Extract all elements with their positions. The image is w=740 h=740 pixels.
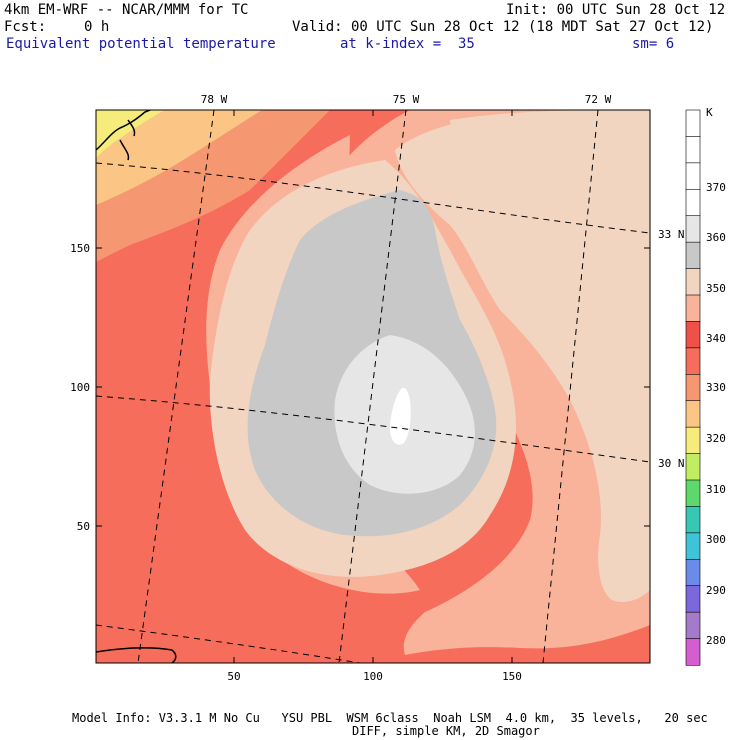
colorbar-bin — [685, 400, 701, 428]
lat-label-30n: 30 N — [658, 457, 685, 470]
colorbar-bin — [685, 347, 701, 375]
colorbar-bin — [685, 532, 701, 560]
lat-label-33n: 33 N — [658, 228, 685, 241]
lon-label-78w: 78 W — [201, 93, 228, 106]
colorbar-bin — [685, 506, 701, 534]
colorbar-bin — [685, 294, 701, 323]
colorbar-label-280: 280 — [706, 634, 726, 647]
colorbar-bin — [685, 215, 701, 243]
x-tick-50: 50 — [227, 670, 240, 683]
band-370 — [390, 387, 411, 445]
model-info-diffusion: DIFF, simple KM, 2D Smagor — [352, 724, 540, 738]
colorbar-bin — [685, 558, 701, 587]
colorbar-label-290: 290 — [706, 584, 726, 597]
colorbar-bin — [685, 479, 701, 508]
meridian-72w — [542, 110, 599, 663]
vertical-level: at k-index = 35 — [340, 36, 475, 52]
parallel-30n — [96, 395, 650, 463]
band-320 — [96, 110, 165, 158]
model-info: Model Info: V3.3.1 M No Cu YSU PBL WSM 6… — [72, 711, 708, 725]
coastline-south — [96, 647, 177, 663]
colorbar-label-350: 350 — [706, 282, 726, 295]
valid-time: Valid: 00 UTC Sun 28 Oct 12 (18 MDT Sat … — [292, 19, 714, 35]
colorbar-bin — [685, 136, 701, 164]
colorbar-label-330: 330 — [706, 381, 726, 394]
colorbar-label-360: 360 — [706, 231, 726, 244]
meridian-78w — [137, 110, 215, 663]
colorbar-bin — [685, 453, 701, 481]
init-time: Init: 00 UTC Sun 28 Oct 12 — [506, 2, 726, 18]
graticule — [96, 110, 650, 663]
x-tick-150: 150 — [502, 670, 522, 683]
colorbar-bin — [685, 373, 701, 402]
y-tick-50: 50 — [77, 520, 90, 533]
colorbar-bin — [685, 109, 701, 138]
coastline-inlet — [119, 119, 136, 161]
colorbar-bin — [685, 426, 701, 455]
lon-label-75w: 75 W — [393, 93, 420, 106]
colorbar-label-300: 300 — [706, 533, 726, 546]
model-title: 4km EM-WRF -- NCAR/MMM for TC — [4, 2, 249, 18]
colorbar-label-310: 310 — [706, 483, 726, 496]
y-tick-100: 100 — [70, 381, 90, 394]
colorbar-bin — [685, 241, 701, 270]
field-name: Equivalent potential temperature — [6, 36, 276, 52]
colorbar-label-320: 320 — [706, 432, 726, 445]
colorbar-label-340: 340 — [706, 332, 726, 345]
parallel-27n — [96, 624, 361, 663]
parallel-33n — [96, 162, 650, 234]
band-350-north — [450, 110, 610, 140]
band-325 — [96, 110, 262, 205]
colorbar — [685, 109, 701, 666]
colorbar-bin — [685, 638, 701, 666]
coastline-north — [96, 110, 151, 151]
colorbar-bin — [685, 321, 701, 349]
colorbar-bin — [685, 268, 701, 296]
colorbar-unit: K — [706, 106, 713, 119]
forecast-label: Fcst: — [4, 19, 47, 35]
colorbar-label-370: 370 — [706, 181, 726, 194]
colorbar-bin — [685, 585, 701, 613]
coastline — [96, 110, 177, 663]
y-tick-150: 150 — [70, 242, 90, 255]
meridian-75w — [338, 110, 407, 663]
lon-label-72w: 72 W — [585, 93, 612, 106]
colorbar-bin — [685, 162, 701, 190]
smoothing: sm= 6 — [632, 36, 675, 52]
forecast-hour: 0 h — [84, 19, 110, 35]
x-tick-100: 100 — [363, 670, 383, 683]
colorbar-bin — [685, 188, 701, 217]
axis-ticks — [96, 110, 650, 663]
colorbar-bin — [685, 611, 701, 640]
